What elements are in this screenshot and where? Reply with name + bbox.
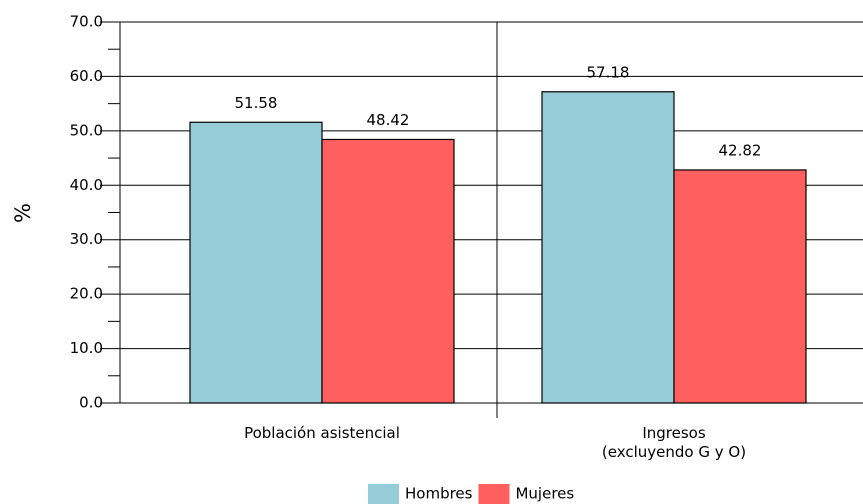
legend-swatch [478, 484, 510, 504]
y-tick-label: 10.0 [70, 339, 103, 357]
y-axis-label: % [11, 203, 35, 223]
x-tick-label: Ingresos (excluyendo G y O) [602, 424, 746, 461]
y-tick-label: 20.0 [70, 285, 103, 303]
y-tick-label: 60.0 [70, 67, 103, 85]
value-label: 51.58 [235, 94, 278, 112]
y-tick-label: 40.0 [70, 176, 103, 194]
legend-label: Mujeres [515, 485, 574, 503]
legend-label: Hombres [405, 485, 473, 503]
x-tick-label-line: (excluyendo G y O) [602, 443, 746, 461]
value-label: 42.82 [719, 141, 762, 159]
bar [189, 121, 323, 404]
y-tick-label: 30.0 [70, 230, 103, 248]
y-tick-label: 0.0 [79, 394, 103, 412]
bar [321, 138, 455, 404]
x-tick-label-line: Ingresos [642, 424, 706, 442]
bar [541, 91, 675, 404]
y-tick-label: 70.0 [70, 13, 103, 31]
y-tick-label: 50.0 [70, 121, 103, 139]
x-tick-label-line: Población asistencial [244, 424, 400, 442]
x-tick-label: Población asistencial [244, 424, 400, 442]
value-label: 57.18 [587, 63, 630, 81]
legend-swatch [368, 484, 399, 504]
bar [673, 169, 807, 404]
value-label: 48.42 [367, 111, 410, 129]
